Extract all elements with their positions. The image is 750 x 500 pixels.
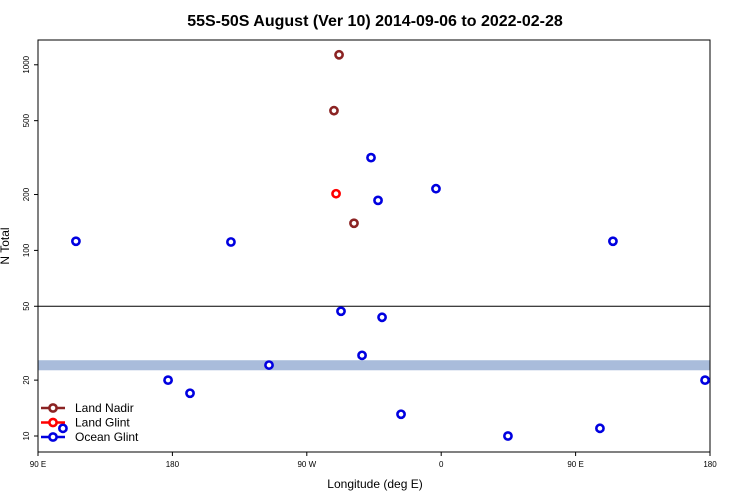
x-tick-label: 180 xyxy=(166,460,180,469)
legend-label: Land Glint xyxy=(75,416,130,430)
x-axis-label: Longitude (deg E) xyxy=(327,477,422,491)
x-tick-label: 90 E xyxy=(30,460,46,469)
x-tick-label: 90 W xyxy=(297,460,316,469)
plot-frame xyxy=(37,39,711,453)
data-point xyxy=(431,183,441,194)
data-point xyxy=(264,360,274,370)
data-point xyxy=(396,409,406,420)
data-point xyxy=(185,388,195,399)
data-point xyxy=(608,236,618,247)
data-point xyxy=(226,237,236,247)
y-tick-label: 500 xyxy=(22,113,31,127)
y-tick-label: 200 xyxy=(22,187,31,201)
data-point xyxy=(373,195,383,206)
data-point xyxy=(595,423,605,434)
data-point xyxy=(336,306,346,317)
data-point xyxy=(377,312,387,323)
chart-title: 55S-50S August (Ver 10) 2014-09-06 to 20… xyxy=(187,13,563,30)
y-tick-label: 20 xyxy=(22,375,31,384)
x-tick-label: 0 xyxy=(439,460,444,469)
data-point xyxy=(349,218,359,229)
data-point xyxy=(503,431,513,441)
legend-marker xyxy=(48,403,58,413)
data-point xyxy=(366,152,376,163)
data-point xyxy=(71,236,81,247)
data-point xyxy=(357,350,367,361)
y-tick-label: 100 xyxy=(22,243,31,257)
legend-marker xyxy=(48,432,58,442)
legend-label: Land Nadir xyxy=(75,401,134,415)
data-point xyxy=(334,49,344,60)
shaded-band xyxy=(38,360,710,371)
y-tick-label: 1000 xyxy=(22,55,31,73)
data-point xyxy=(163,375,173,386)
y-tick-label: 50 xyxy=(22,301,31,310)
legend-marker xyxy=(48,417,58,428)
x-tick-label: 180 xyxy=(703,460,717,469)
legend-label: Ocean Glint xyxy=(75,430,139,444)
y-axis-label: N Total xyxy=(0,227,12,264)
x-tick-label: 90 E xyxy=(567,460,583,469)
y-tick-label: 10 xyxy=(22,431,31,440)
data-point xyxy=(331,188,341,199)
data-point xyxy=(700,375,710,386)
data-point xyxy=(58,423,68,434)
data-point xyxy=(329,105,339,116)
